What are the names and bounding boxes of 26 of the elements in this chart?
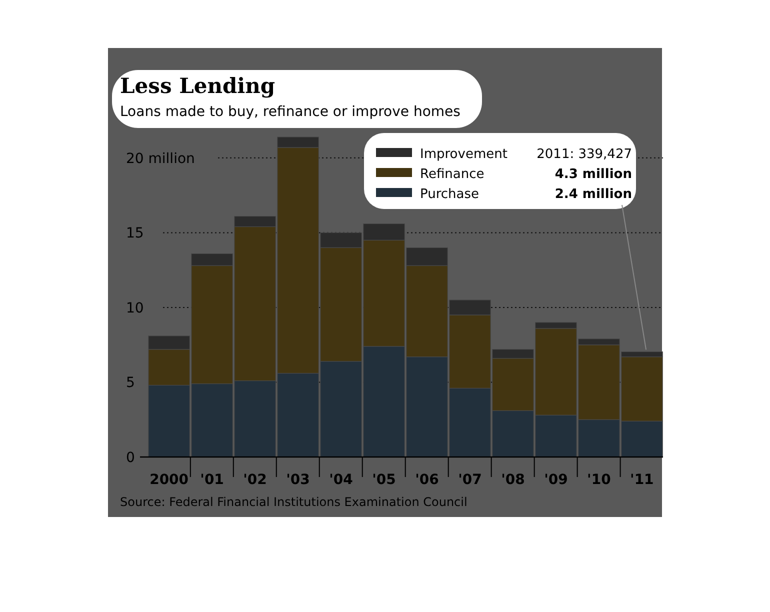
legend-label: Purchase: [420, 187, 480, 202]
y-tick-label: 10: [126, 300, 144, 316]
x-tick-label: '09: [544, 472, 568, 488]
x-tick-label: '01: [200, 472, 224, 488]
x-tick-label: '08: [501, 472, 525, 488]
annotation: 4.3 million: [554, 167, 632, 182]
y-tick-label: 20 million: [126, 150, 195, 167]
y-tick-label: 5: [126, 375, 135, 392]
annotation: 2011: 339,427: [536, 147, 632, 162]
x-tick-label: '03: [286, 472, 310, 488]
annotation: 2.4 million: [554, 187, 632, 202]
x-tick-label: '02: [243, 472, 267, 488]
x-tick-label: '11: [630, 472, 654, 488]
x-tick-label: '10: [587, 472, 612, 488]
y-tick-label: 15: [126, 226, 144, 242]
y-tick-label: 0: [126, 450, 135, 466]
x-tick-label: '04: [329, 472, 354, 488]
chart-title: Less Lending: [120, 73, 276, 98]
chart-subtitle: Loans made to buy, refinance or improve homes: [120, 104, 460, 120]
source-note: Source: Federal Financial Institutions Examination Council: [120, 495, 468, 509]
legend-label: Improvement: [420, 147, 508, 162]
x-tick-label: 2000: [150, 472, 189, 488]
x-tick-label: '06: [415, 472, 439, 488]
legend-label: Refinance: [420, 167, 484, 182]
x-tick-label: '05: [372, 472, 396, 488]
x-tick-label: '07: [458, 472, 482, 488]
